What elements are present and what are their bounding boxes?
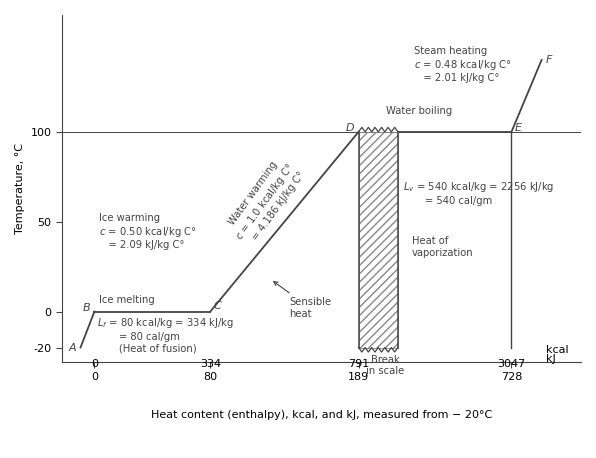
Text: kJ: kJ xyxy=(547,354,556,364)
Text: Break
in scale: Break in scale xyxy=(366,354,404,376)
Text: $L_v$ = 540 kcal/kg = 2256 kJ/kg
       = 540 cal/gm: $L_v$ = 540 kcal/kg = 2256 kJ/kg = 540 c… xyxy=(402,180,554,206)
Text: Sensible
heat: Sensible heat xyxy=(274,282,331,319)
X-axis label: Heat content (enthalpy), kcal, and kJ, measured from − 20°C: Heat content (enthalpy), kcal, and kJ, m… xyxy=(151,410,492,420)
Text: C: C xyxy=(213,301,221,311)
Text: D: D xyxy=(346,123,355,133)
Text: B: B xyxy=(82,303,90,313)
Text: Ice warming
$c$ = 0.50 kcal/kg C°
   = 2.09 kJ/kg C°: Ice warming $c$ = 0.50 kcal/kg C° = 2.09… xyxy=(99,213,197,251)
Text: A: A xyxy=(69,343,76,353)
Y-axis label: Temperature, °C: Temperature, °C xyxy=(15,143,25,234)
Text: $L_f$ = 80 kcal/kg = 334 kJ/kg
       = 80 cal/gm
       (Heat of fusion): $L_f$ = 80 kcal/kg = 334 kJ/kg = 80 cal/… xyxy=(97,316,234,353)
Text: E: E xyxy=(515,123,522,133)
Text: Ice melting: Ice melting xyxy=(99,295,155,305)
Text: Heat of
vaporization: Heat of vaporization xyxy=(412,236,473,258)
Bar xyxy=(359,132,398,348)
Text: Steam heating
$c$ = 0.48 kcal/kg C°
   = 2.01 kJ/kg C°: Steam heating $c$ = 0.48 kcal/kg C° = 2.… xyxy=(414,45,512,83)
Text: 791: 791 xyxy=(348,359,369,369)
Text: 0: 0 xyxy=(91,359,98,369)
Text: Water boiling: Water boiling xyxy=(386,106,452,116)
Text: F: F xyxy=(545,55,552,65)
Text: kcal: kcal xyxy=(547,345,569,355)
Text: Water warming
$c$ = 1.0 kcal/kg C°
   = 4.186 kJ/kg C°: Water warming $c$ = 1.0 kcal/kg C° = 4.1… xyxy=(222,153,306,250)
Text: 3047: 3047 xyxy=(498,359,526,369)
Text: 334: 334 xyxy=(200,359,221,369)
